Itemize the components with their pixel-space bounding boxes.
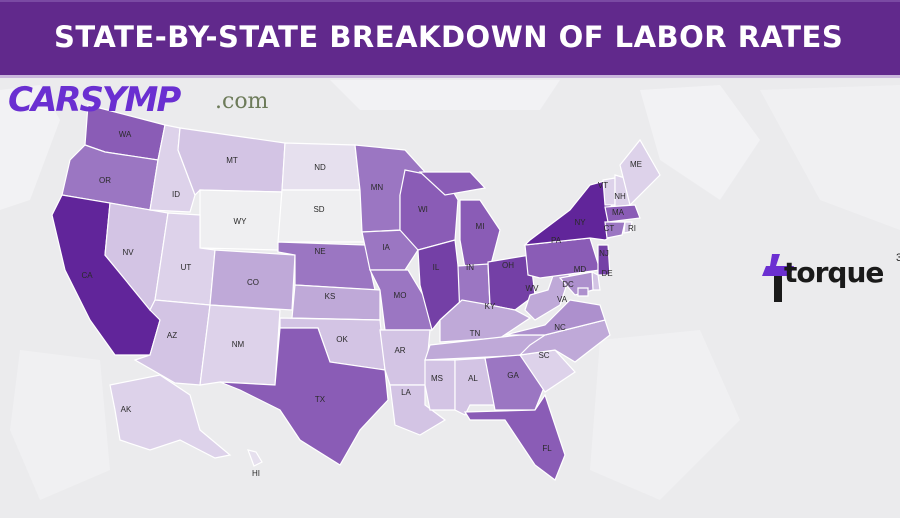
state-label-de: DE <box>601 269 612 278</box>
state-label-mt: MT <box>226 156 238 165</box>
state-label-nc: NC <box>554 323 566 332</box>
state-label-ga: GA <box>507 371 519 380</box>
state-label-sd: SD <box>313 205 324 214</box>
state-label-in: IN <box>466 263 474 272</box>
state-label-nv: NV <box>122 248 134 257</box>
state-oh[interactable] <box>487 254 536 311</box>
state-label-mn: MN <box>371 183 384 192</box>
state-ky[interactable] <box>439 299 532 343</box>
state-hi[interactable] <box>247 449 263 467</box>
state-label-wv: WV <box>526 284 540 293</box>
state-label-nm: NM <box>232 340 245 349</box>
state-wv[interactable] <box>524 269 571 321</box>
state-label-ky: KY <box>485 302 496 311</box>
state-label-mi: MI <box>476 222 485 231</box>
state-label-ne: NE <box>314 247 325 256</box>
watermark-suffix: .com <box>215 89 269 114</box>
state-mi[interactable] <box>459 199 501 269</box>
state-label-me: ME <box>630 160 642 169</box>
state-label-il: IL <box>433 263 440 272</box>
state-label-ok: OK <box>336 335 348 344</box>
state-label-hi: HI <box>252 469 260 478</box>
state-label-nj: NJ <box>599 249 609 258</box>
state-label-id: ID <box>172 190 180 199</box>
state-label-dc: DC <box>562 280 574 289</box>
logo-superscript: 360 <box>896 252 900 264</box>
page-title: STATE-BY-STATE BREAKDOWN OF LABOR RATES <box>54 20 844 54</box>
state-label-wy: WY <box>234 217 248 226</box>
state-me[interactable] <box>619 138 661 207</box>
state-label-nh: NH <box>614 192 626 201</box>
state-label-ca: CA <box>81 271 93 280</box>
state-ri[interactable] <box>623 221 633 234</box>
state-label-ut: UT <box>181 263 192 272</box>
state-label-ar: AR <box>394 346 405 355</box>
state-label-fl: FL <box>542 444 552 453</box>
state-label-wi: WI <box>418 205 428 214</box>
state-label-al: AL <box>468 374 478 383</box>
state-label-md: MD <box>574 265 587 274</box>
header-banner: STATE-BY-STATE BREAKDOWN OF LABOR RATES <box>0 0 900 78</box>
watermark-brand: CARSYMP <box>8 80 181 120</box>
state-label-az: AZ <box>167 331 177 340</box>
state-ms[interactable] <box>424 359 456 411</box>
state-co[interactable] <box>209 249 296 311</box>
state-ak[interactable] <box>109 374 232 459</box>
torque-cross-icon <box>762 254 794 302</box>
state-fl[interactable] <box>463 393 566 481</box>
state-label-ny: NY <box>574 218 586 227</box>
state-ar[interactable] <box>379 329 431 386</box>
state-label-ia: IA <box>382 243 390 252</box>
state-label-nd: ND <box>314 163 326 172</box>
state-label-mo: MO <box>394 291 407 300</box>
state-ct[interactable] <box>604 221 626 239</box>
state-label-tx: TX <box>315 395 326 404</box>
state-mi[interactable] <box>418 171 487 196</box>
state-label-ri: RI <box>628 224 636 233</box>
state-tx[interactable] <box>219 327 389 466</box>
state-ma[interactable] <box>604 204 641 223</box>
state-label-or: OR <box>99 176 111 185</box>
state-sd[interactable] <box>277 189 366 243</box>
state-label-vt: VT <box>598 181 608 190</box>
us-labor-rate-map: WA OR CA NV ID MT WY UT AZ CO NM ND SD NE KS OK TX MN IA MO… <box>0 80 900 500</box>
state-label-tn: TN <box>470 329 481 338</box>
state-ks[interactable] <box>291 284 381 321</box>
state-nj[interactable] <box>597 244 611 276</box>
state-dc[interactable] <box>577 287 589 297</box>
state-label-ma: MA <box>612 208 625 217</box>
state-label-ks: KS <box>325 292 336 301</box>
state-label-ms: MS <box>431 374 443 383</box>
state-label-sc: SC <box>538 351 549 360</box>
state-va[interactable] <box>504 299 606 336</box>
background-landmass <box>0 80 900 500</box>
state-label-oh: OH <box>502 261 514 270</box>
state-label-ct: CT <box>604 224 615 233</box>
state-label-pa: PA <box>551 236 562 245</box>
state-label-wa: WA <box>119 130 132 139</box>
state-label-ak: AK <box>121 405 132 414</box>
logo-wordmark: torque <box>784 256 884 289</box>
state-label-co: CO <box>247 278 259 287</box>
state-ia[interactable] <box>361 229 419 271</box>
state-label-va: VA <box>557 295 568 304</box>
state-label-la: LA <box>401 388 411 397</box>
